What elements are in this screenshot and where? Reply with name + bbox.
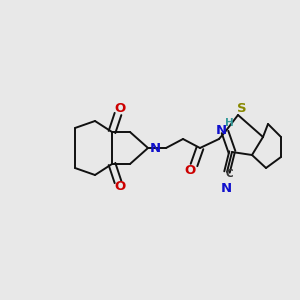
Text: O: O (184, 164, 196, 176)
Text: O: O (114, 181, 126, 194)
Text: N: N (220, 182, 232, 194)
Text: O: O (114, 103, 126, 116)
Text: C: C (225, 169, 233, 179)
Text: N: N (215, 124, 226, 137)
Text: H: H (225, 118, 233, 128)
Text: S: S (237, 101, 247, 115)
Text: N: N (149, 142, 161, 154)
